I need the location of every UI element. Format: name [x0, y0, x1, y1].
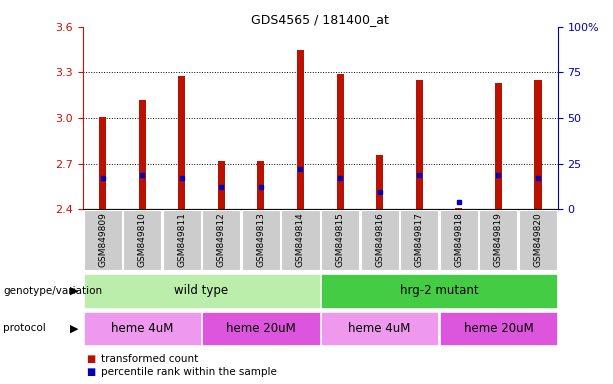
Text: GSM849819: GSM849819: [494, 212, 503, 267]
Text: protocol: protocol: [3, 323, 46, 333]
Text: GSM849810: GSM849810: [138, 212, 147, 267]
FancyBboxPatch shape: [162, 210, 200, 270]
Text: GSM849814: GSM849814: [296, 212, 305, 267]
Bar: [99, 117, 106, 209]
Bar: [416, 80, 423, 209]
FancyBboxPatch shape: [519, 210, 557, 270]
Text: hrg-2 mutant: hrg-2 mutant: [400, 285, 478, 297]
Bar: [297, 50, 304, 209]
Text: heme 20uM: heme 20uM: [226, 322, 296, 335]
FancyBboxPatch shape: [440, 210, 478, 270]
FancyBboxPatch shape: [83, 210, 121, 270]
FancyBboxPatch shape: [83, 312, 200, 344]
FancyBboxPatch shape: [321, 210, 359, 270]
Text: ■: ■: [86, 367, 95, 377]
Bar: [218, 161, 225, 209]
Bar: [257, 161, 264, 209]
Text: heme 4uM: heme 4uM: [111, 322, 173, 335]
Text: percentile rank within the sample: percentile rank within the sample: [101, 367, 277, 377]
Text: transformed count: transformed count: [101, 354, 199, 364]
Text: wild type: wild type: [175, 285, 229, 297]
Text: GSM849817: GSM849817: [415, 212, 424, 267]
FancyBboxPatch shape: [123, 210, 161, 270]
FancyBboxPatch shape: [242, 210, 280, 270]
FancyBboxPatch shape: [479, 210, 517, 270]
Text: heme 4uM: heme 4uM: [348, 322, 411, 335]
Bar: [376, 154, 383, 209]
Text: ■: ■: [86, 354, 95, 364]
FancyBboxPatch shape: [281, 210, 319, 270]
Bar: [337, 74, 344, 209]
Bar: [495, 83, 502, 209]
FancyBboxPatch shape: [440, 312, 557, 344]
Text: GSM849809: GSM849809: [98, 212, 107, 267]
FancyBboxPatch shape: [202, 312, 319, 344]
Text: GSM849818: GSM849818: [454, 212, 463, 267]
Text: heme 20uM: heme 20uM: [463, 322, 533, 335]
Bar: [535, 80, 542, 209]
Bar: [139, 100, 146, 209]
Text: GSM849813: GSM849813: [256, 212, 265, 267]
FancyBboxPatch shape: [321, 312, 438, 344]
Text: GSM849815: GSM849815: [335, 212, 345, 267]
Title: GDS4565 / 181400_at: GDS4565 / 181400_at: [251, 13, 389, 26]
Text: GSM849811: GSM849811: [177, 212, 186, 267]
FancyBboxPatch shape: [400, 210, 438, 270]
Text: GSM849812: GSM849812: [217, 212, 226, 267]
FancyBboxPatch shape: [360, 210, 398, 270]
Bar: [178, 76, 185, 209]
Text: genotype/variation: genotype/variation: [3, 286, 102, 296]
Text: ▶: ▶: [70, 323, 78, 333]
FancyBboxPatch shape: [83, 274, 319, 308]
Text: GSM849820: GSM849820: [533, 212, 543, 267]
FancyBboxPatch shape: [321, 274, 557, 308]
FancyBboxPatch shape: [202, 210, 240, 270]
Bar: [455, 208, 462, 209]
Text: GSM849816: GSM849816: [375, 212, 384, 267]
Text: ▶: ▶: [70, 286, 78, 296]
